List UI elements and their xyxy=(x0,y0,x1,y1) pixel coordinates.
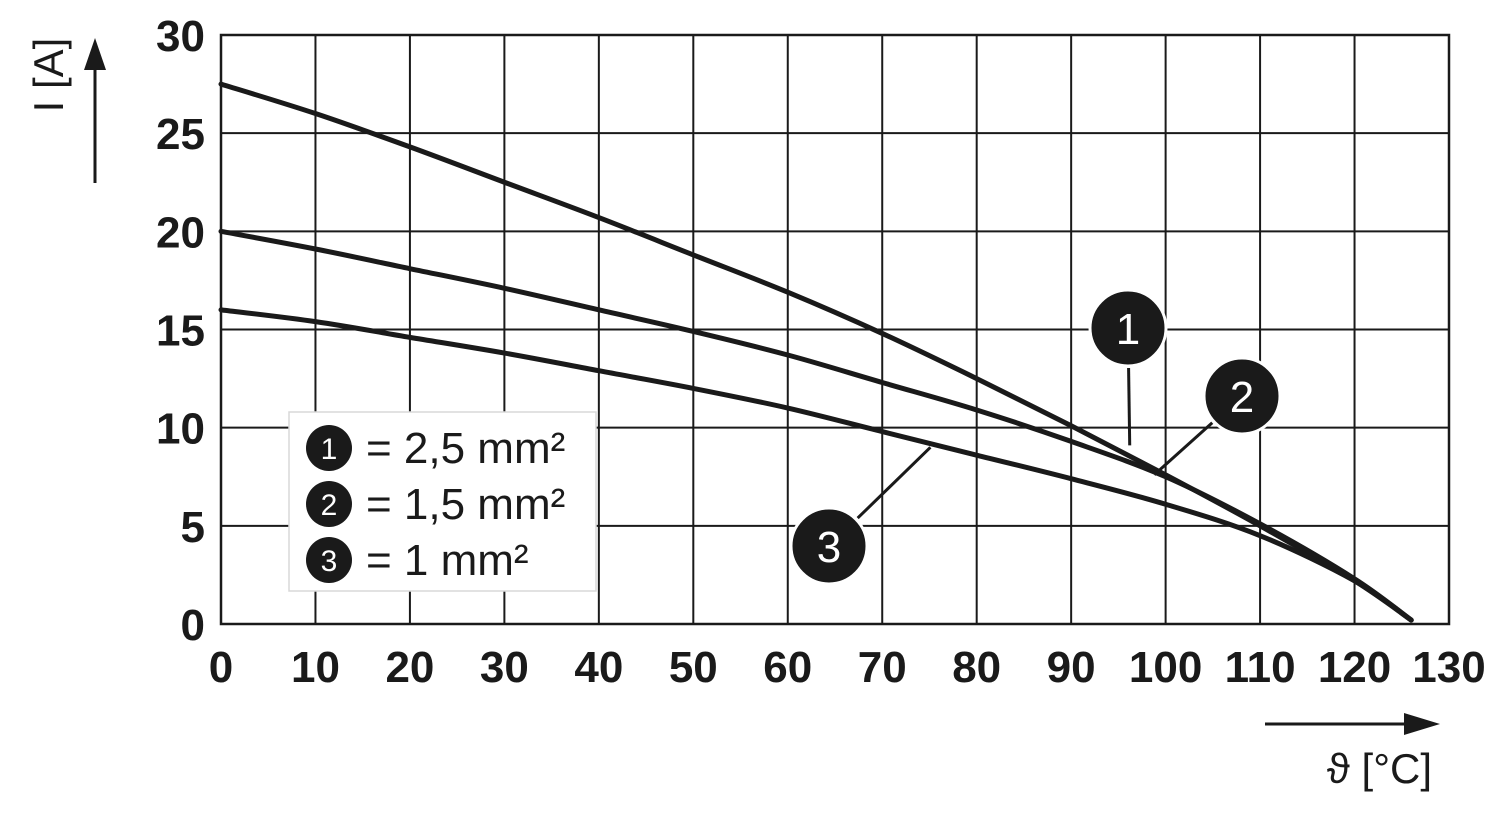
callout-leader-1 xyxy=(1127,367,1132,446)
legend-label: = 2,5 mm² xyxy=(366,424,565,473)
x-tick-label: 40 xyxy=(574,643,623,692)
legend-marker-2 xyxy=(306,481,352,527)
series-line-2 xyxy=(218,228,1414,623)
x-tick-labels: 0 10 20 30 40 50 60 70 80 90 100 110 120 130 xyxy=(209,643,1486,692)
legend-label: = 1 mm² xyxy=(366,536,529,585)
legend-marker-1 xyxy=(306,425,352,471)
x-tick-label: 110 xyxy=(1225,643,1296,692)
x-axis-label: ϑ [°C] xyxy=(1327,745,1432,792)
grid xyxy=(219,33,1451,626)
y-tick-labels: 0 5 10 15 20 25 30 xyxy=(156,12,205,650)
plot-frame xyxy=(219,33,1451,626)
x-tick-label: 0 xyxy=(209,643,233,692)
x-axis-label-group: ϑ [°C] xyxy=(1265,713,1440,792)
x-tick-label: 90 xyxy=(1047,643,1096,692)
y-tick-label: 0 xyxy=(181,601,205,650)
legend-marker-3 xyxy=(306,537,352,583)
callout-badge-1 xyxy=(1088,288,1168,368)
x-tick-label: 20 xyxy=(385,643,434,692)
x-tick-label: 120 xyxy=(1318,643,1391,692)
y-tick-label: 25 xyxy=(156,110,205,159)
legend: 1 = 2,5 mm² 2 = 1,5 mm² 3 = 1 mm² xyxy=(288,411,597,592)
x-tick-label: 10 xyxy=(291,643,340,692)
x-tick-label: 70 xyxy=(858,643,907,692)
callout-leader-3 xyxy=(856,446,932,520)
series-line-3 xyxy=(218,307,1414,623)
callout-badge-3 xyxy=(789,506,869,586)
x-axis-arrow-head xyxy=(1404,713,1440,735)
y-tick-label: 15 xyxy=(156,307,205,356)
y-axis-label: I [A] xyxy=(25,38,72,113)
legend-label: = 1,5 mm² xyxy=(366,480,565,529)
callout-badge-2 xyxy=(1202,356,1282,436)
legend-marker-number: 3 xyxy=(321,545,338,578)
y-tick-label: 30 xyxy=(156,12,205,61)
y-axis-label-group: I [A] xyxy=(25,38,106,183)
callouts: 1 2 3 xyxy=(789,288,1282,586)
callout-number-1: 1 xyxy=(1116,305,1140,354)
legend-marker-number: 1 xyxy=(321,433,338,466)
x-tick-label: 50 xyxy=(669,643,718,692)
x-tick-label: 80 xyxy=(952,643,1001,692)
series-lines xyxy=(218,81,1414,623)
callout-number-3: 3 xyxy=(817,523,841,572)
x-tick-label: 60 xyxy=(763,643,812,692)
y-axis-arrow-head xyxy=(84,38,106,70)
y-tick-label: 5 xyxy=(181,503,205,552)
callout-number-2: 2 xyxy=(1230,373,1254,422)
x-tick-label: 30 xyxy=(480,643,529,692)
callout-leader-2 xyxy=(1153,421,1214,476)
x-tick-label: 130 xyxy=(1412,643,1485,692)
legend-marker-number: 2 xyxy=(321,489,338,522)
y-tick-label: 10 xyxy=(156,405,205,454)
y-tick-label: 20 xyxy=(156,208,205,257)
x-tick-label: 100 xyxy=(1129,643,1202,692)
